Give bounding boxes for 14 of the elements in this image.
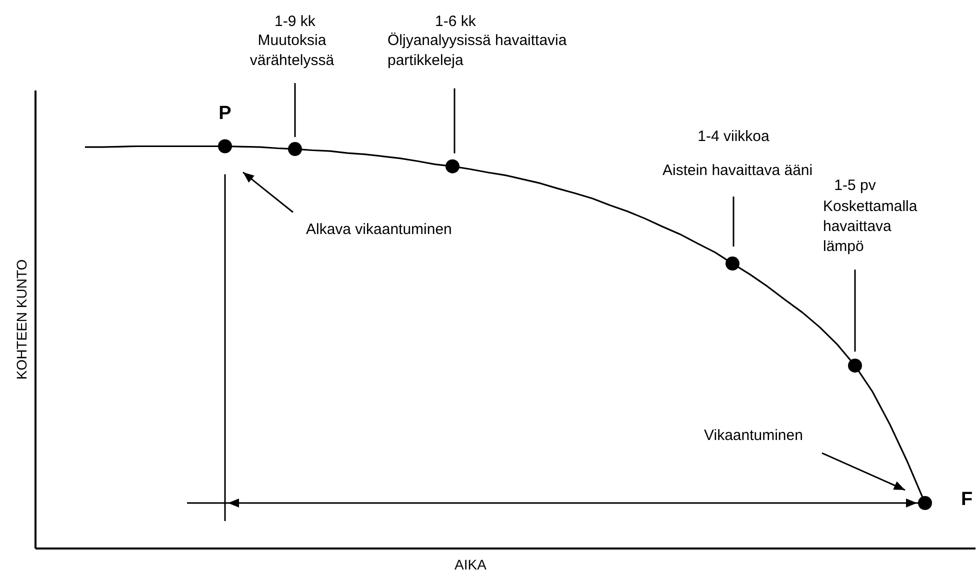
annotation: Alkava vikaantuminen: [306, 220, 452, 240]
annotation: Aistein havaittava ääni: [662, 160, 813, 181]
text: 1-6 kk: [435, 12, 476, 32]
text: 1-4 viikkoa: [698, 126, 770, 147]
annotation: 1-5 pv: [834, 176, 876, 196]
annotation: Vikaantuminen: [704, 426, 803, 446]
text: F: [961, 489, 973, 510]
x-axis-title: AIKA: [454, 556, 488, 572]
y-axis-title: KOHTEEN KUNTO: [14, 259, 30, 380]
annotation: Koskettamalla havaittava lämpö: [823, 196, 918, 257]
text: Öljyanalyysissä havaittavia partikkeleja: [387, 31, 568, 72]
text: 1-9 kk: [274, 12, 316, 32]
text: P: [218, 103, 232, 124]
text: Muutoksia värähtelyssä: [248, 31, 336, 72]
